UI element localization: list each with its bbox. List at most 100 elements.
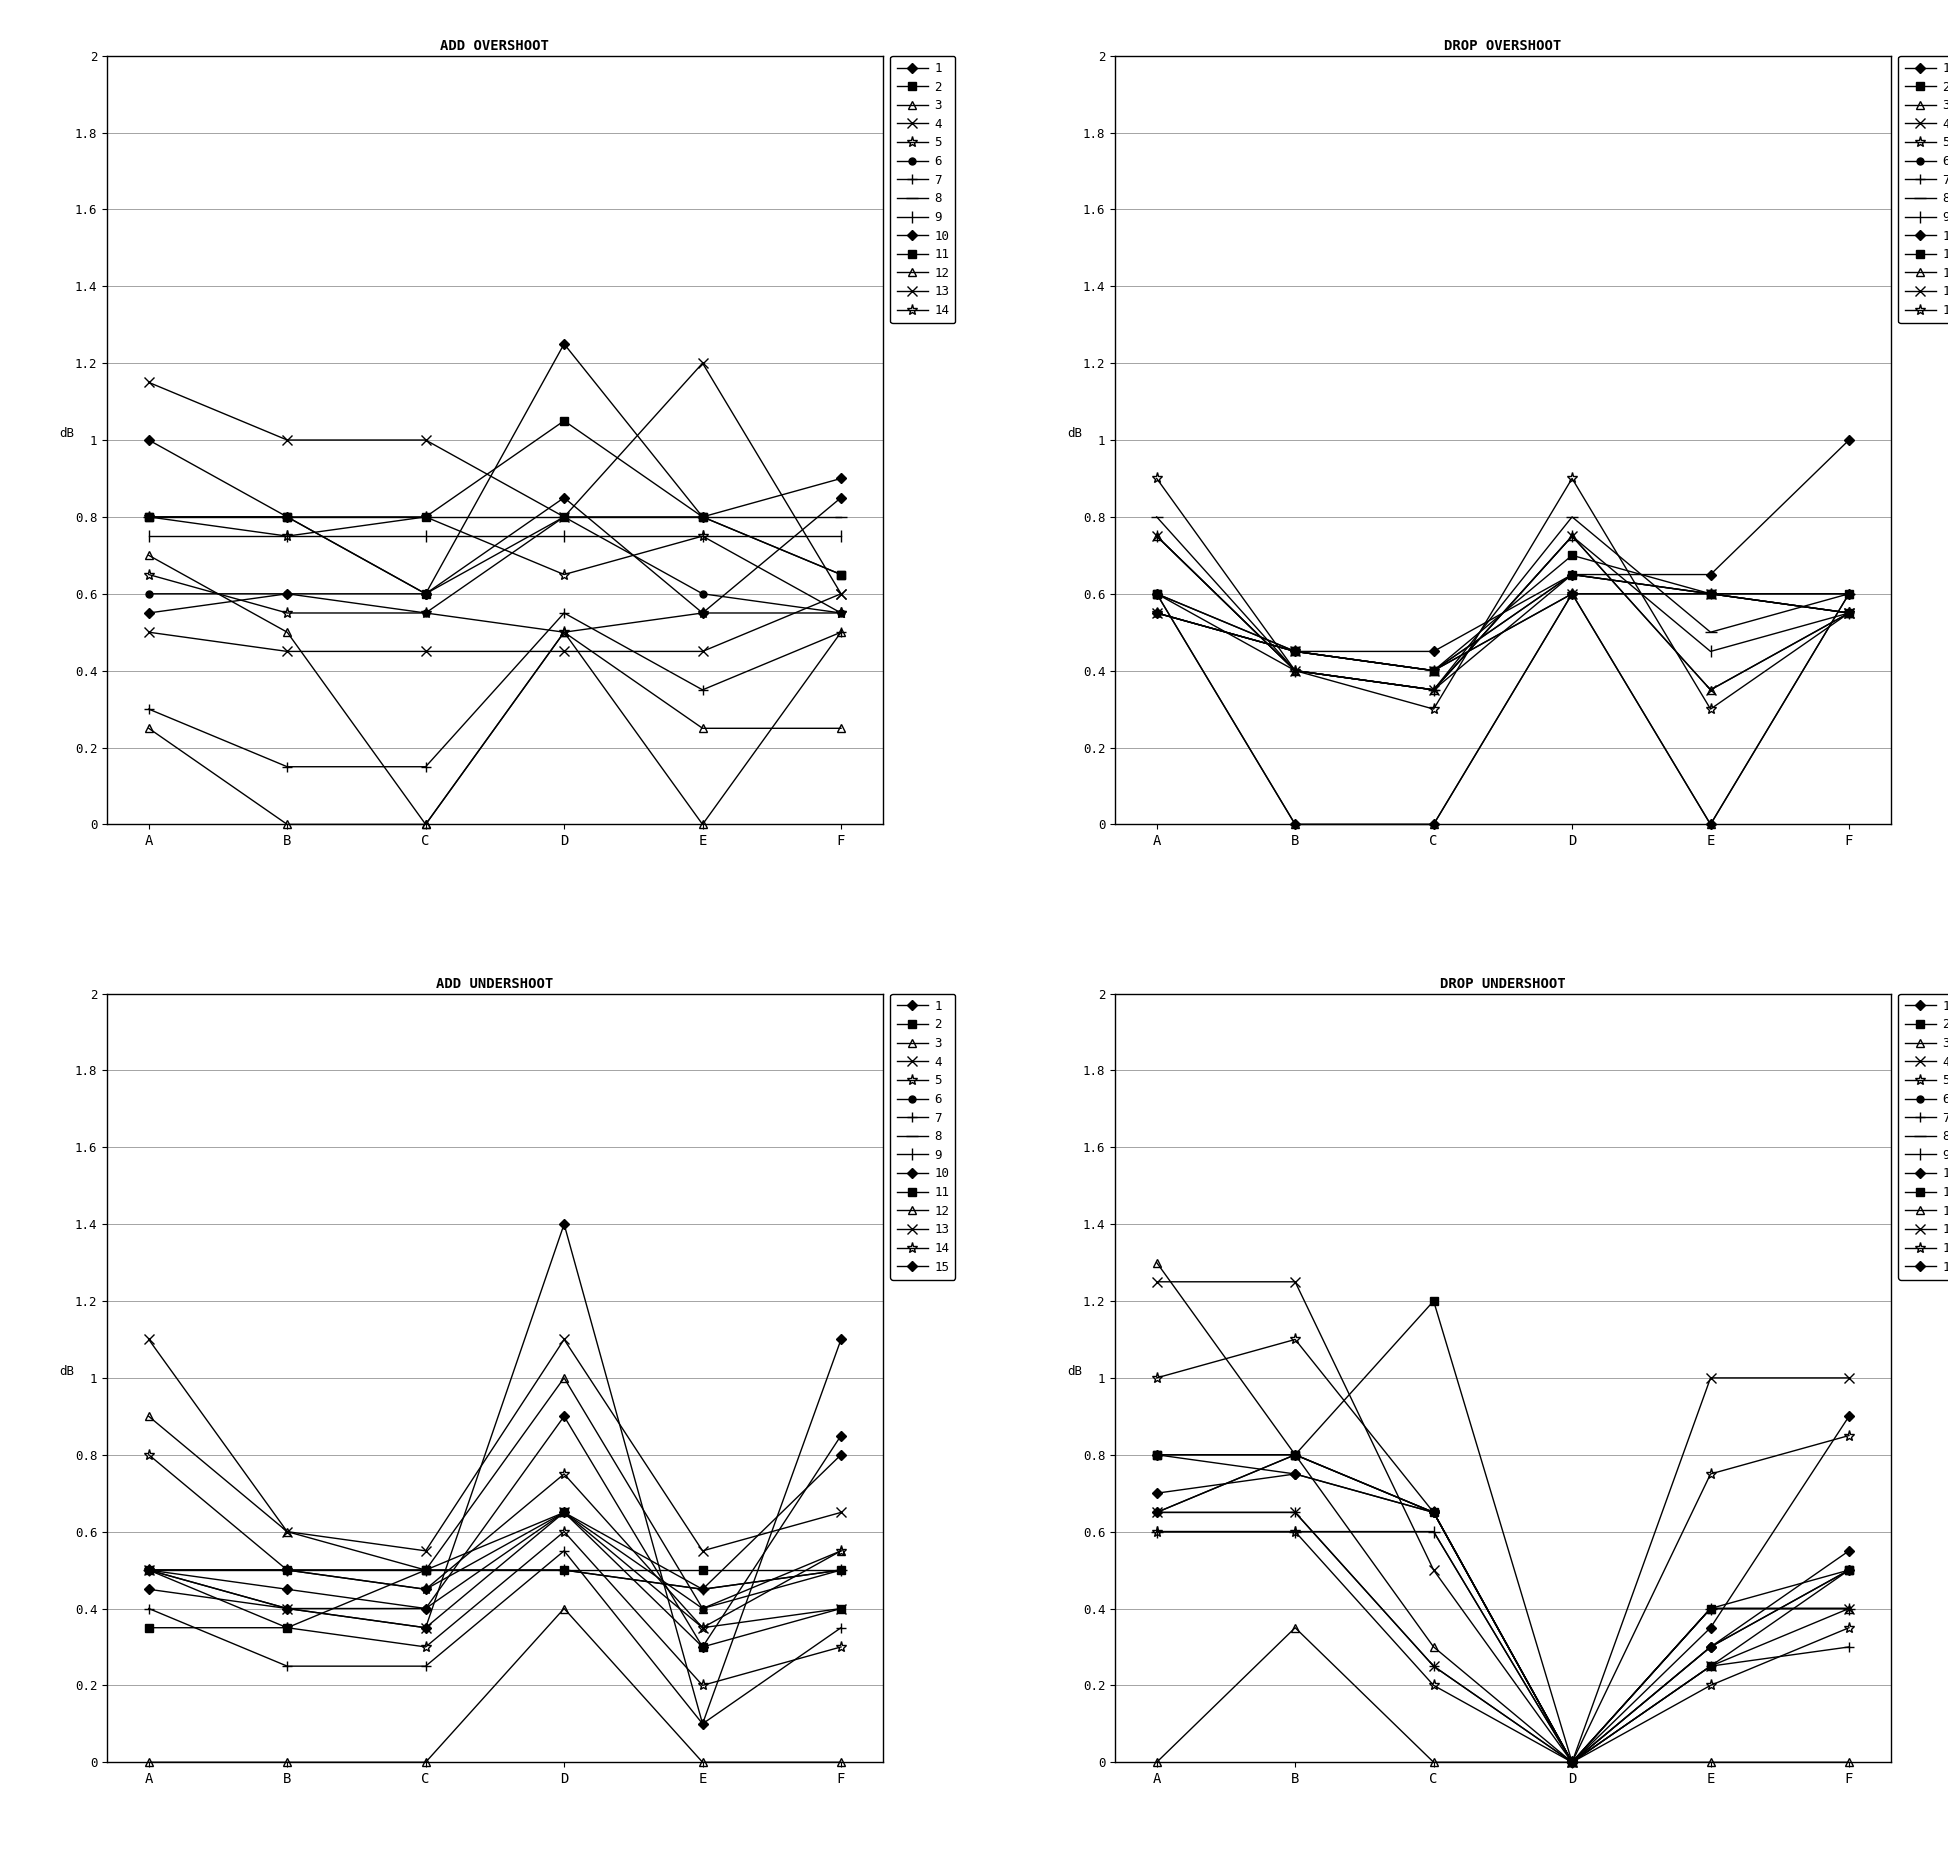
7 — [136, 1597, 160, 1619]
Y-axis label: dB: dB — [1068, 1365, 1081, 1378]
Title: DROP UNDERSHOOT: DROP UNDERSHOOT — [1440, 978, 1564, 991]
4 — [1284, 1271, 1307, 1293]
4 — [136, 1328, 160, 1350]
Title: ADD UNDERSHOOT: ADD UNDERSHOOT — [436, 978, 553, 991]
6 — [1284, 640, 1307, 662]
13 — [690, 1616, 713, 1638]
7 — [275, 755, 298, 777]
2 — [1422, 1501, 1445, 1523]
11 — [1699, 1597, 1722, 1619]
Line: 6: 6 — [1153, 571, 1851, 673]
14 — [1699, 582, 1722, 605]
4 — [830, 582, 853, 605]
10 — [690, 601, 713, 623]
4 — [551, 506, 575, 529]
12 — [830, 718, 853, 740]
Line: 8: 8 — [1151, 512, 1854, 696]
Y-axis label: dB: dB — [58, 1365, 74, 1378]
6 — [275, 1597, 298, 1619]
9 — [136, 525, 160, 547]
5 — [1837, 601, 1860, 623]
Line: 10: 10 — [1153, 1414, 1851, 1766]
Line: 8: 8 — [1151, 1527, 1854, 1768]
7 — [1560, 1751, 1584, 1773]
15 — [1837, 1540, 1860, 1562]
15 — [136, 1558, 160, 1580]
14 — [690, 1675, 713, 1697]
Line: 7: 7 — [1151, 1508, 1853, 1768]
8 — [413, 506, 436, 529]
6 — [1143, 601, 1167, 623]
3 — [551, 621, 575, 644]
Line: 3: 3 — [1151, 1258, 1853, 1766]
3 — [1284, 660, 1307, 683]
12 — [1422, 812, 1445, 835]
14 — [1422, 660, 1445, 683]
Line: 1: 1 — [146, 1221, 843, 1727]
14 — [1837, 1616, 1860, 1638]
5 — [1560, 467, 1584, 490]
8 — [1560, 1751, 1584, 1773]
6 — [1699, 582, 1722, 605]
13 — [1284, 1501, 1307, 1523]
Line: 4: 4 — [1151, 1276, 1853, 1768]
2 — [1699, 582, 1722, 605]
14 — [1560, 582, 1584, 605]
7 — [830, 1616, 853, 1638]
4 — [1699, 679, 1722, 701]
Line: 4: 4 — [144, 358, 845, 599]
15 — [275, 1558, 298, 1580]
8 — [830, 506, 853, 529]
12 — [690, 1751, 713, 1773]
10 — [1143, 1443, 1167, 1465]
11 — [1284, 1443, 1307, 1465]
15 — [1422, 1501, 1445, 1523]
6 — [1560, 1751, 1584, 1773]
Line: 5: 5 — [142, 1449, 845, 1632]
Line: 10: 10 — [146, 1414, 843, 1651]
5 — [551, 1464, 575, 1486]
Line: 6: 6 — [1153, 1451, 1851, 1766]
11 — [275, 1558, 298, 1580]
8 — [1699, 1597, 1722, 1619]
Line: 3: 3 — [1151, 532, 1853, 694]
15 — [830, 1443, 853, 1465]
8 — [690, 1579, 713, 1601]
1 — [1699, 1636, 1722, 1658]
9 — [413, 1558, 436, 1580]
6 — [1699, 1636, 1722, 1658]
7 — [413, 755, 436, 777]
1 — [1143, 601, 1167, 623]
Line: 6: 6 — [146, 514, 843, 616]
Y-axis label: dB: dB — [1068, 427, 1081, 440]
6 — [1422, 660, 1445, 683]
Line: 1: 1 — [146, 341, 843, 597]
14 — [136, 1558, 160, 1580]
14 — [1284, 640, 1307, 662]
2 — [413, 1558, 436, 1580]
13 — [830, 582, 853, 605]
12 — [1699, 1751, 1722, 1773]
1 — [275, 1597, 298, 1619]
14 — [275, 601, 298, 623]
9 — [551, 525, 575, 547]
7 — [1699, 1655, 1722, 1677]
3 — [1699, 679, 1722, 701]
14 — [1560, 1751, 1584, 1773]
Legend: 1, 2, 3, 4, 5, 6, 7, 8, 9, 10, 11, 12, 13, 14, 15: 1, 2, 3, 4, 5, 6, 7, 8, 9, 10, 11, 12, 1… — [1897, 994, 1948, 1280]
7 — [1143, 1501, 1167, 1523]
6 — [551, 506, 575, 529]
13 — [136, 1558, 160, 1580]
11 — [275, 506, 298, 529]
11 — [1699, 582, 1722, 605]
2 — [1143, 582, 1167, 605]
1 — [413, 1616, 436, 1638]
11 — [690, 506, 713, 529]
6 — [830, 601, 853, 623]
Line: 4: 4 — [1151, 531, 1853, 696]
5 — [1143, 1367, 1167, 1389]
9 — [1699, 1597, 1722, 1619]
Line: 15: 15 — [146, 1451, 843, 1593]
7 — [1284, 1501, 1307, 1523]
9 — [1143, 525, 1167, 547]
